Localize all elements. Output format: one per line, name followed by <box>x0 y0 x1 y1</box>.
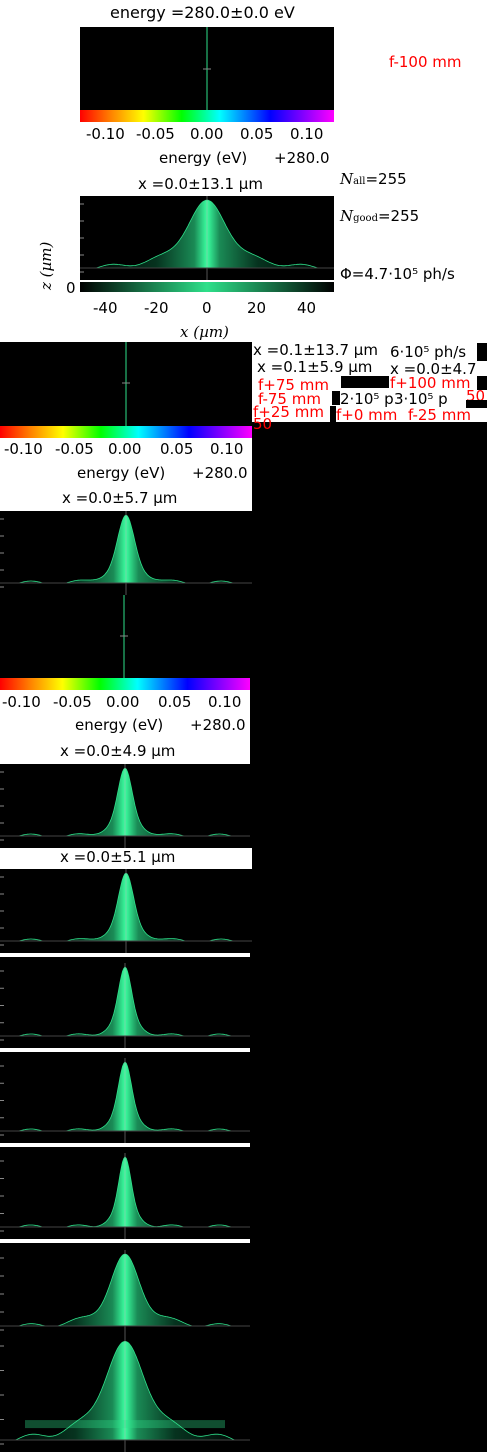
overlay-focus: f+25 mm <box>253 403 324 421</box>
overlay-mask <box>330 406 336 422</box>
x-profile-plot-7 <box>0 1153 250 1239</box>
x-tick: 0 <box>202 299 212 317</box>
colorbar-label: energy (eV) <box>77 464 166 482</box>
colorbar-tick: -0.10 <box>2 693 41 711</box>
profile-svg <box>0 764 250 848</box>
overlay-flux: 2·10⁵ p <box>340 390 394 408</box>
x-profile-title-4: x =0.0±5.1 µm <box>60 848 176 866</box>
profile-svg <box>0 869 252 953</box>
overlay-mask <box>466 400 487 408</box>
n-all-readout: Nall=255 <box>340 170 407 188</box>
overlay-x-title: x =0.1±5.9 µm <box>257 358 373 376</box>
x-tick: 20 <box>247 299 267 317</box>
overlay-mask <box>341 376 389 388</box>
profile-svg <box>0 1250 250 1338</box>
x-tick: 40 <box>297 299 317 317</box>
overlay-focus: f+75 mm <box>258 376 329 394</box>
third-figure-panel <box>0 690 250 764</box>
x-profile-plot-8 <box>0 1250 250 1338</box>
x-profile-title: x =0.0±13.1 µm <box>138 175 263 193</box>
separator <box>0 1143 250 1147</box>
x-profile-plot-2 <box>0 511 252 595</box>
overlay-focus: f-75 mm <box>258 390 321 408</box>
z-strip <box>80 282 334 292</box>
colorbar-tick: -0.10 <box>86 125 125 143</box>
fourth-figure-panel <box>0 848 252 869</box>
colorbar-2 <box>0 426 252 438</box>
x-profile-plot-4 <box>0 869 252 953</box>
colorbar-tick: 0.10 <box>208 693 242 711</box>
x-profile-plot-5 <box>0 963 250 1048</box>
energy-plot-3 <box>0 595 250 679</box>
colorbar-offset: +280.0 <box>190 716 246 734</box>
colorbar-tick: 0.00 <box>108 440 142 458</box>
colorbar-tick: 0.10 <box>210 440 244 458</box>
profile-svg <box>0 1058 250 1143</box>
focus-label: f-100 mm <box>389 53 462 71</box>
energy-title: energy =280.0±0.0 eV <box>110 3 295 22</box>
x-profile-title-3: x =0.0±4.9 µm <box>60 742 176 760</box>
energy-plot-2 <box>0 342 252 426</box>
colorbar-tick: -0.05 <box>55 440 94 458</box>
overlay-mask <box>477 343 487 361</box>
x-profile-plot <box>80 196 334 280</box>
overlay-flux: 6·10⁵ ph/s <box>390 343 467 361</box>
overlay-focus: f+0 mm <box>336 406 398 424</box>
overlay-focus: f+100 mm <box>390 374 471 392</box>
overlay-focus: 50 <box>253 415 273 433</box>
separator <box>0 1048 250 1052</box>
n-good-readout: Ngood=255 <box>340 207 420 225</box>
x-profile-plot-3 <box>0 764 250 848</box>
x-profile-plot-6 <box>0 1058 250 1143</box>
profile-svg <box>0 511 252 595</box>
profile-svg <box>0 1153 250 1239</box>
colorbar-offset: +280.0 <box>274 149 330 167</box>
z-axis-label: z (µm) <box>37 241 55 290</box>
colorbar-tick: 0.00 <box>190 125 224 143</box>
colorbar-tick: 0.05 <box>240 125 274 143</box>
colorbar-label: energy (eV) <box>159 149 248 167</box>
x-profile-title-2: x =0.0±5.7 µm <box>62 489 178 507</box>
x-tick: -40 <box>93 299 118 317</box>
colorbar-label: energy (eV) <box>75 716 164 734</box>
flux-readout: Φ=4.7·10⁵ ph/s <box>340 265 455 283</box>
separator <box>0 1239 250 1243</box>
x-profile-plot-9 <box>0 1338 250 1452</box>
colorbar-tick: 0.05 <box>160 440 194 458</box>
overlay-x-title: x =0.0±4.7 <box>390 360 477 378</box>
x-tick: -20 <box>144 299 169 317</box>
energy-plot-svg <box>203 27 211 111</box>
profile-svg <box>80 196 334 280</box>
overlay-x-title: x =0.1±13.7 µm <box>253 341 378 359</box>
colorbar-tick: -0.10 <box>4 440 43 458</box>
energy-plot <box>80 27 334 111</box>
colorbar-tick: -0.05 <box>53 693 92 711</box>
colorbar <box>80 110 334 122</box>
overlay-flux: 3·10⁵ p <box>394 390 448 408</box>
overlay-focus: f-25 mm <box>408 406 471 424</box>
profile-svg <box>0 963 250 1048</box>
colorbar-offset: +280.0 <box>192 464 248 482</box>
colorbar-tick: 0.10 <box>290 125 324 143</box>
z-tick: 0 <box>66 279 76 297</box>
overlay-mask <box>332 391 340 405</box>
second-figure-panel <box>0 438 252 511</box>
colorbar-tick: -0.05 <box>136 125 175 143</box>
overlay-mask <box>477 376 487 390</box>
colorbar-tick: 0.05 <box>158 693 192 711</box>
x-axis-label: x (µm) <box>180 323 229 341</box>
profile-svg <box>0 1338 250 1452</box>
colorbar-3 <box>0 678 250 690</box>
colorbar-tick: 0.00 <box>106 693 140 711</box>
separator <box>0 953 250 957</box>
